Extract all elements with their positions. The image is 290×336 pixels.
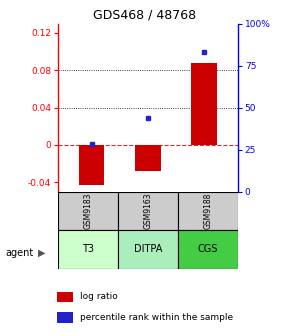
Bar (57, 312, 73, 323)
Bar (191, 63, 217, 145)
Text: agent: agent (6, 248, 34, 258)
Text: GDS468 / 48768: GDS468 / 48768 (93, 9, 197, 22)
Text: CGS: CGS (198, 245, 218, 254)
Bar (79, 145, 104, 185)
Bar (135, 145, 161, 171)
Bar (118, 192, 178, 230)
Bar (58, 192, 118, 230)
Text: GSM9188: GSM9188 (203, 193, 212, 229)
Bar (178, 192, 238, 230)
Bar (118, 230, 178, 269)
Text: percentile rank within the sample: percentile rank within the sample (80, 313, 233, 322)
Text: GSM9163: GSM9163 (143, 193, 153, 229)
Bar (178, 230, 238, 269)
Text: log ratio: log ratio (80, 292, 118, 301)
Text: T3: T3 (82, 245, 94, 254)
Text: GSM9183: GSM9183 (84, 193, 93, 229)
Bar (57, 292, 73, 302)
Text: DITPA: DITPA (134, 245, 162, 254)
Text: ▶: ▶ (38, 248, 46, 258)
Bar (58, 230, 118, 269)
